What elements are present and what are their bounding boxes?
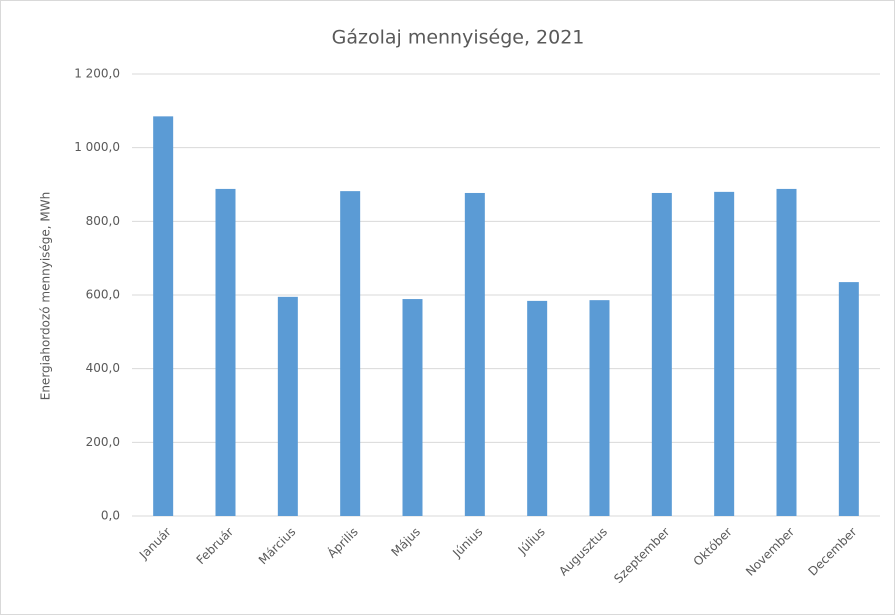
bar	[714, 191, 735, 516]
bar	[215, 188, 236, 517]
bar	[340, 191, 361, 516]
bar	[589, 300, 610, 516]
bar	[464, 192, 485, 516]
bar	[277, 296, 298, 516]
y-tick-label: 600,0	[86, 288, 120, 302]
y-tick-label: 200,0	[86, 435, 120, 449]
chart-title: Gázolaj mennyisége, 2021	[332, 27, 585, 49]
y-tick-label: 800,0	[86, 214, 120, 228]
bar	[776, 188, 797, 517]
bar	[838, 282, 859, 516]
y-axis-label: Energiahordozó mennyisége, MWh	[39, 192, 53, 401]
bar	[402, 299, 423, 516]
y-tick-label: 0,0	[101, 509, 120, 523]
bar	[651, 192, 672, 516]
y-tick-label: 1 000,0	[74, 140, 120, 154]
bar	[527, 300, 548, 516]
y-tick-label: 400,0	[86, 361, 120, 375]
y-tick-label: 1 200,0	[74, 67, 120, 81]
bar	[153, 116, 174, 516]
